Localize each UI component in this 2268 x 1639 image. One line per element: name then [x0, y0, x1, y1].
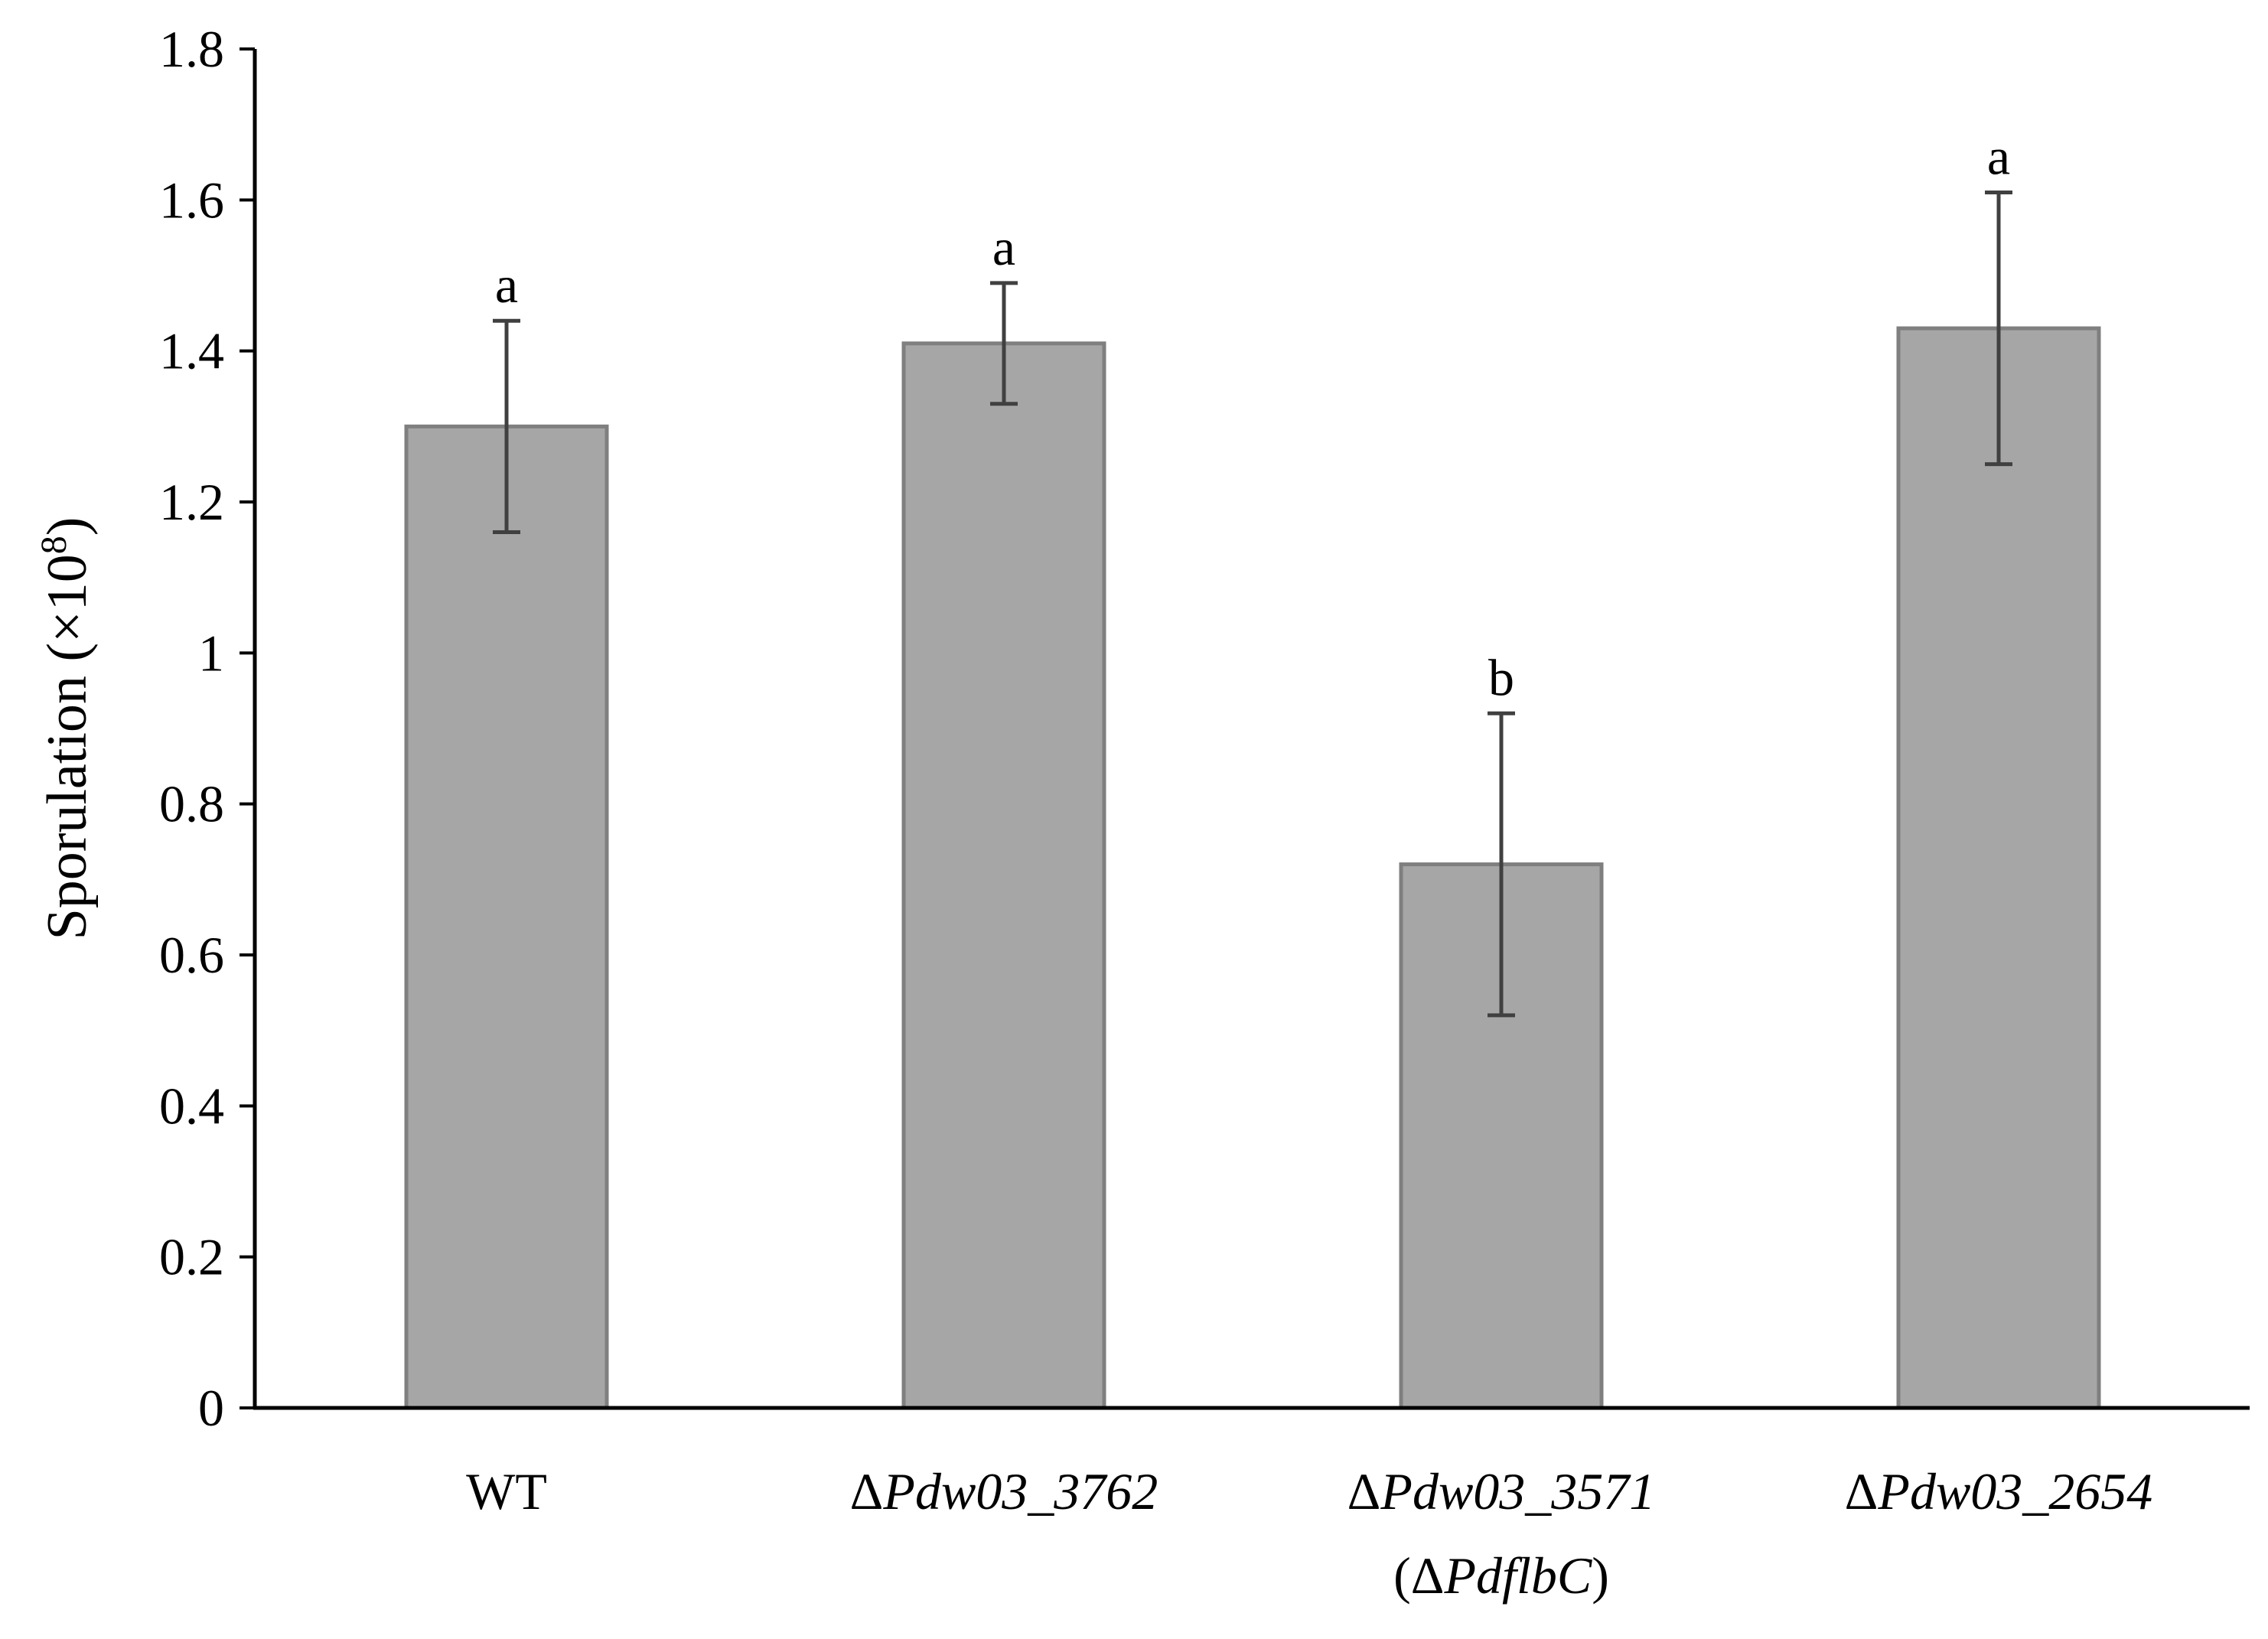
bar: [404, 424, 609, 1410]
significance-letter: a: [992, 218, 1015, 276]
x-category-sublabel: (ΔPdflbC): [1393, 1546, 1609, 1605]
x-category-label: ΔPdw03_3762: [850, 1462, 1158, 1520]
y-axis-label: Sporulation (×108): [34, 517, 99, 940]
x-category-label: ΔPdw03_3571: [1347, 1462, 1656, 1520]
y-tick-label: 1.4: [159, 322, 224, 380]
y-tick-label: 0: [198, 1379, 224, 1437]
significance-letter: a: [1987, 127, 2010, 185]
y-tick-label: 1: [198, 624, 224, 682]
y-tick-label: 1.2: [159, 473, 224, 531]
error-bars: [493, 190, 2012, 1018]
y-tick-label: 1.6: [159, 171, 224, 229]
y-tick-label: 1.8: [159, 20, 224, 78]
bar: [1896, 326, 2101, 1410]
bar: [901, 341, 1106, 1410]
y-axis-title: Sporulation (×108): [34, 517, 99, 940]
x-axis-labels: WT ΔPdw03_3762 ΔPdw03_3571 (ΔPdflbC) ΔPdw03_…: [466, 1462, 2152, 1605]
axes: [253, 49, 2250, 1410]
y-tick-label: 0.8: [159, 775, 224, 833]
y-tick-label: 0.4: [159, 1077, 224, 1135]
x-category-label: WT: [466, 1462, 547, 1520]
significance-letters: a a b a: [495, 127, 2010, 706]
significance-letter: a: [495, 256, 518, 314]
bars: [404, 326, 2101, 1410]
y-tick-label: 0.6: [159, 926, 224, 984]
x-category-label: ΔPdw03_2654: [1845, 1462, 2153, 1520]
y-axis-ticks: 0 0.2 0.4 0.6 0.8 1 1.2 1.4 1.6 1.8: [159, 20, 255, 1437]
significance-letter: b: [1488, 648, 1514, 706]
y-tick-label: 0.2: [159, 1228, 224, 1286]
